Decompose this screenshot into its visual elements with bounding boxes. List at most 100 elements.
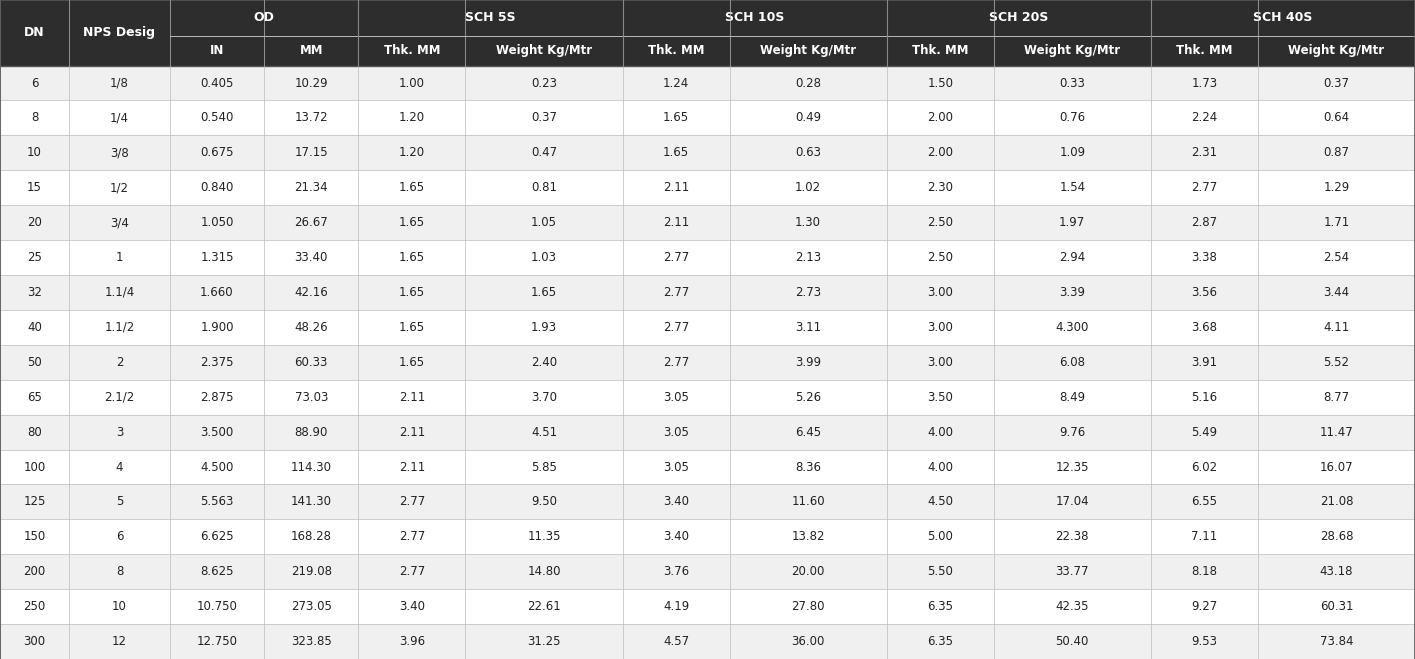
Bar <box>170 275 265 310</box>
Text: 0.63: 0.63 <box>795 146 821 159</box>
Bar <box>265 449 358 484</box>
Bar <box>69 519 170 554</box>
Bar <box>730 519 887 554</box>
Text: 0.540: 0.540 <box>201 111 233 125</box>
Bar <box>1258 415 1415 449</box>
Text: 13.82: 13.82 <box>791 530 825 543</box>
Bar <box>887 205 993 240</box>
Bar <box>623 589 730 624</box>
Text: 1.65: 1.65 <box>664 146 689 159</box>
Bar <box>358 36 466 66</box>
Text: 323.85: 323.85 <box>291 635 331 648</box>
Text: 3.68: 3.68 <box>1191 321 1217 334</box>
Bar <box>69 310 170 345</box>
Text: 0.76: 0.76 <box>1060 111 1085 125</box>
Bar <box>466 484 623 519</box>
Text: 28.68: 28.68 <box>1320 530 1353 543</box>
Text: 2.77: 2.77 <box>664 321 689 334</box>
Text: 3.40: 3.40 <box>399 600 424 613</box>
Bar <box>1258 449 1415 484</box>
Text: 2.875: 2.875 <box>200 391 233 404</box>
Text: 60.31: 60.31 <box>1320 600 1353 613</box>
Bar <box>993 205 1150 240</box>
Text: 6.625: 6.625 <box>200 530 233 543</box>
Text: 8.49: 8.49 <box>1060 391 1085 404</box>
Text: 219.08: 219.08 <box>291 565 331 578</box>
Text: 20: 20 <box>27 216 42 229</box>
Bar <box>0 100 69 135</box>
Text: 33.77: 33.77 <box>1056 565 1090 578</box>
Bar <box>730 380 887 415</box>
Bar <box>170 205 265 240</box>
Bar <box>1258 135 1415 170</box>
Text: 9.53: 9.53 <box>1191 635 1217 648</box>
Bar <box>466 554 623 589</box>
Bar <box>0 66 69 100</box>
Bar <box>1258 100 1415 135</box>
Text: 1.93: 1.93 <box>531 321 558 334</box>
Bar <box>623 624 730 659</box>
Text: 0.81: 0.81 <box>531 181 558 194</box>
Bar <box>993 484 1150 519</box>
Text: 31.25: 31.25 <box>528 635 560 648</box>
Text: 4.300: 4.300 <box>1056 321 1090 334</box>
Bar <box>170 0 358 36</box>
Bar <box>623 275 730 310</box>
Bar <box>170 100 265 135</box>
Bar <box>265 554 358 589</box>
Bar <box>0 624 69 659</box>
Bar <box>0 135 69 170</box>
Bar <box>1258 205 1415 240</box>
Bar <box>730 240 887 275</box>
Bar <box>887 275 993 310</box>
Text: 3.70: 3.70 <box>531 391 558 404</box>
Text: Weight Kg/Mtr: Weight Kg/Mtr <box>760 44 856 57</box>
Bar <box>623 449 730 484</box>
Text: 2.00: 2.00 <box>927 111 954 125</box>
Text: 2.77: 2.77 <box>664 286 689 299</box>
Text: 5.16: 5.16 <box>1191 391 1217 404</box>
Bar <box>730 484 887 519</box>
Text: 2.13: 2.13 <box>795 251 821 264</box>
Bar <box>623 36 730 66</box>
Bar <box>887 135 993 170</box>
Bar <box>887 36 993 66</box>
Text: 141.30: 141.30 <box>291 496 331 509</box>
Bar <box>730 135 887 170</box>
Text: 10: 10 <box>112 600 127 613</box>
Text: 1.03: 1.03 <box>531 251 558 264</box>
Text: 12.750: 12.750 <box>197 635 238 648</box>
Text: 2.00: 2.00 <box>927 146 954 159</box>
Text: 6: 6 <box>31 76 38 90</box>
Text: MM: MM <box>300 44 323 57</box>
Text: 9.76: 9.76 <box>1060 426 1085 439</box>
Text: 4.57: 4.57 <box>664 635 689 648</box>
Text: 10.750: 10.750 <box>197 600 238 613</box>
Bar <box>0 275 69 310</box>
Text: 27.80: 27.80 <box>791 600 825 613</box>
Bar <box>358 135 466 170</box>
Text: 4.11: 4.11 <box>1323 321 1350 334</box>
Text: 3.05: 3.05 <box>664 391 689 404</box>
Text: 8.77: 8.77 <box>1323 391 1350 404</box>
Text: 5.50: 5.50 <box>927 565 954 578</box>
Text: 1.97: 1.97 <box>1060 216 1085 229</box>
Text: SCH 10S: SCH 10S <box>724 11 784 24</box>
Bar <box>1258 310 1415 345</box>
Bar <box>466 135 623 170</box>
Bar <box>170 554 265 589</box>
Text: Weight Kg/Mtr: Weight Kg/Mtr <box>495 44 591 57</box>
Text: 1.65: 1.65 <box>399 216 424 229</box>
Text: 3.44: 3.44 <box>1323 286 1350 299</box>
Text: 13.72: 13.72 <box>294 111 328 125</box>
Text: IN: IN <box>209 44 224 57</box>
Bar <box>358 275 466 310</box>
Bar <box>466 449 623 484</box>
Text: 2.11: 2.11 <box>664 216 689 229</box>
Text: 2.50: 2.50 <box>927 251 954 264</box>
Bar <box>730 36 887 66</box>
Text: 1.1/2: 1.1/2 <box>105 321 134 334</box>
Text: 5.52: 5.52 <box>1323 356 1350 369</box>
Text: 2.375: 2.375 <box>200 356 233 369</box>
Text: 0.33: 0.33 <box>1060 76 1085 90</box>
